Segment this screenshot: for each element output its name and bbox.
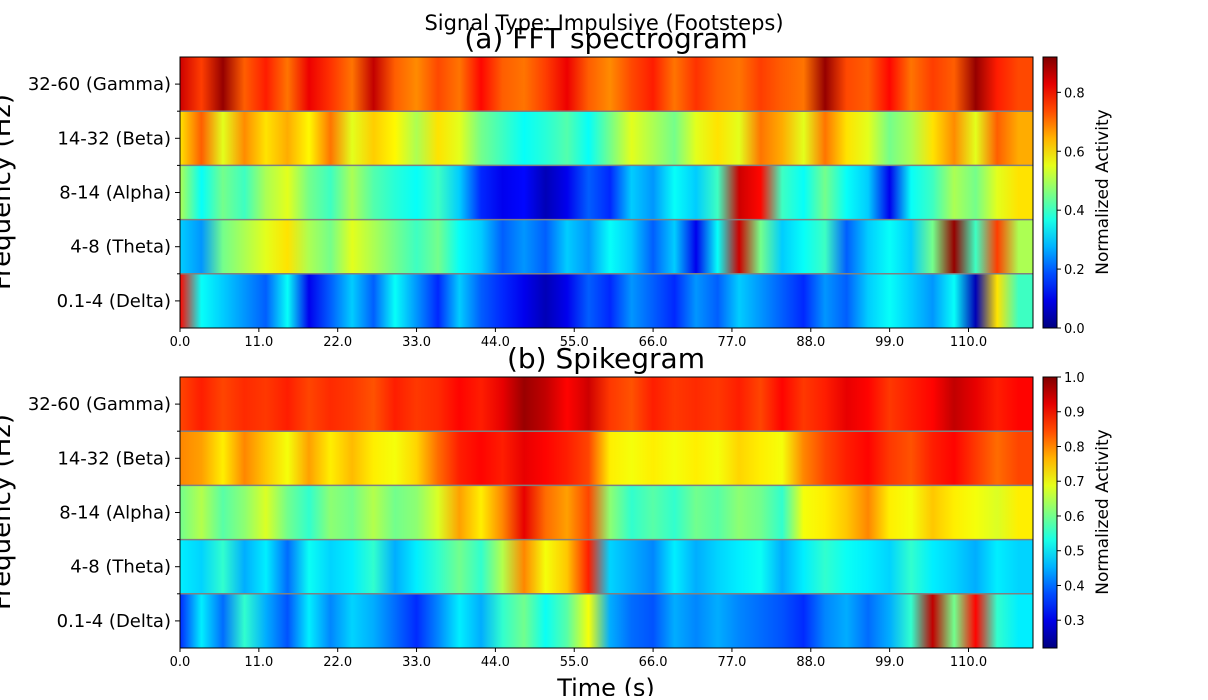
spectrogram-x-tick-label: 11.0 (244, 335, 273, 350)
spectrogram-colorbar-tick-label: 0.2 (1064, 263, 1085, 278)
spikegram-x-tick-label: 11.0 (244, 655, 273, 670)
spectrogram-title: (a) FFT spectrogram (464, 22, 747, 55)
spikegram-band-row (180, 539, 1033, 595)
spectrogram-x-tick-label: 0.0 (170, 335, 191, 350)
spikegram-x-tick-label: 77.0 (717, 655, 746, 670)
spikegram-y-tick-label: 8-14 (Alpha) (59, 503, 171, 524)
spectrogram-colorbar-tick-label: 0.0 (1064, 322, 1085, 337)
spectrogram-band-row (180, 273, 1033, 329)
spikegram-x-tick-label: 33.0 (402, 655, 431, 670)
spikegram-y-tick-label: 14-32 (Beta) (57, 448, 171, 469)
spikegram-colorbar: 0.3 0.4 0.5 0.6 0.7 0.8 0.9 1.0 (1042, 371, 1085, 649)
spectrogram-x-tick-label: 88.0 (796, 335, 825, 350)
spectrogram-x-tick-label: 44.0 (481, 335, 510, 350)
spikegram-colorbar-tick-label: 0.7 (1064, 475, 1085, 490)
spectrogram-y-tick-labels: 32-60 (Gamma) 14-32 (Beta) 8-14 (Alpha) 4-8… (28, 74, 180, 312)
spikegram-colorbar-tick-label: 0.5 (1064, 545, 1085, 560)
spikegram-colorbar-label: Normalized Activity (1093, 429, 1113, 594)
spikegram-x-tick-labels: 0.0 11.0 22.0 33.0 44.0 55.0 66.0 77.0 88.0 99.0 1… (170, 648, 987, 670)
spikegram-y-tick-label: 0.1-4 (Delta) (57, 611, 171, 632)
spectrogram-y-tick-label: 8-14 (Alpha) (59, 183, 171, 204)
spikegram-x-tick-label: 55.0 (560, 655, 589, 670)
spikegram-x-tick-label: 22.0 (323, 655, 352, 670)
spikegram-panel: 32-60 (Gamma) 14-32 (Beta) 8-14 (Alpha) 4-8… (0, 342, 1113, 700)
spikegram-band-row (180, 593, 1033, 649)
spectrogram-colorbar-gradient (1042, 56, 1058, 329)
spikegram-y-tick-labels: 32-60 (Gamma) 14-32 (Beta) 8-14 (Alpha) 4-8… (28, 394, 180, 632)
spikegram-colorbar-gradient (1042, 376, 1058, 649)
spikegram-colorbar-tick-label: 0.6 (1064, 510, 1085, 525)
spectrogram-band-row (180, 165, 1033, 221)
spectrogram-x-tick-label: 55.0 (560, 335, 589, 350)
spikegram-band-row (180, 431, 1033, 486)
spikegram-y-tick-label: 32-60 (Gamma) (28, 394, 171, 415)
spectrogram-y-tick-label: 0.1-4 (Delta) (57, 291, 171, 312)
spikegram-x-tick-label: 44.0 (481, 655, 510, 670)
spikegram-x-tick-label: 0.0 (170, 655, 191, 670)
figure-suptitle: Signal Type: Impulsive (Footsteps) (424, 11, 783, 35)
spikegram-colorbar-tick-label: 1.0 (1064, 371, 1085, 386)
spikegram-heatmap (180, 377, 1033, 649)
spikegram-y-axis-label: Frequency (Hz) (0, 414, 17, 610)
spectrogram-x-tick-label: 110.0 (950, 335, 987, 350)
spectrogram-heatmap (180, 57, 1033, 329)
spectrogram-colorbar-tick-label: 0.6 (1064, 145, 1085, 160)
spectrogram-x-tick-label: 33.0 (402, 335, 431, 350)
spectrogram-panel: 32-60 (Gamma) 14-32 (Beta) 8-14 (Alpha) 4-8… (0, 22, 1113, 350)
spikegram-x-tick-label: 110.0 (950, 655, 987, 670)
spectrogram-x-tick-labels: 0.0 11.0 22.0 33.0 44.0 55.0 66.0 77.0 88.0 99.0 1… (170, 328, 987, 350)
spectrogram-x-tick-label: 22.0 (323, 335, 352, 350)
spectrogram-colorbar-label: Normalized Activity (1093, 109, 1113, 274)
spikegram-colorbar-tick-label: 0.8 (1064, 440, 1085, 455)
spikegram-y-tick-label: 4-8 (Theta) (70, 557, 171, 578)
spikegram-colorbar-tick-label: 0.4 (1064, 579, 1085, 594)
spectrogram-band-row (180, 111, 1033, 166)
spikegram-x-tick-label: 88.0 (796, 655, 825, 670)
spectrogram-y-tick-label: 4-8 (Theta) (70, 237, 171, 258)
spectrogram-y-tick-label: 14-32 (Beta) (57, 128, 171, 149)
spikegram-title: (b) Spikegram (507, 342, 705, 375)
spikegram-colorbar-tick-label: 0.9 (1064, 406, 1085, 421)
spectrogram-y-axis-label: Frequency (Hz) (0, 94, 17, 290)
spectrogram-x-tick-label: 77.0 (717, 335, 746, 350)
spectrogram-band-row (180, 219, 1033, 275)
spikegram-x-tick-label: 99.0 (875, 655, 904, 670)
spikegram-band-separators (177, 430, 1033, 595)
spikegram-x-axis-label: Time (s) (556, 674, 655, 696)
spectrogram-x-tick-label: 66.0 (639, 335, 668, 350)
spectrogram-colorbar-tick-label: 0.8 (1064, 86, 1085, 101)
spikegram-band-row (180, 377, 1033, 432)
spikegram-x-tick-label: 66.0 (639, 655, 668, 670)
spectrogram-colorbar-tick-label: 0.4 (1064, 204, 1085, 219)
spectrogram-y-tick-label: 32-60 (Gamma) (28, 74, 171, 95)
spikegram-colorbar-tick-label: 0.3 (1064, 614, 1085, 629)
spectrogram-band-row (180, 57, 1033, 112)
spikegram-band-row (180, 485, 1033, 541)
spectrogram-colorbar: 0.0 0.2 0.4 0.6 0.8 (1042, 56, 1085, 337)
spectrogram-x-tick-label: 99.0 (875, 335, 904, 350)
spectrogram-band-separators (177, 110, 1033, 275)
